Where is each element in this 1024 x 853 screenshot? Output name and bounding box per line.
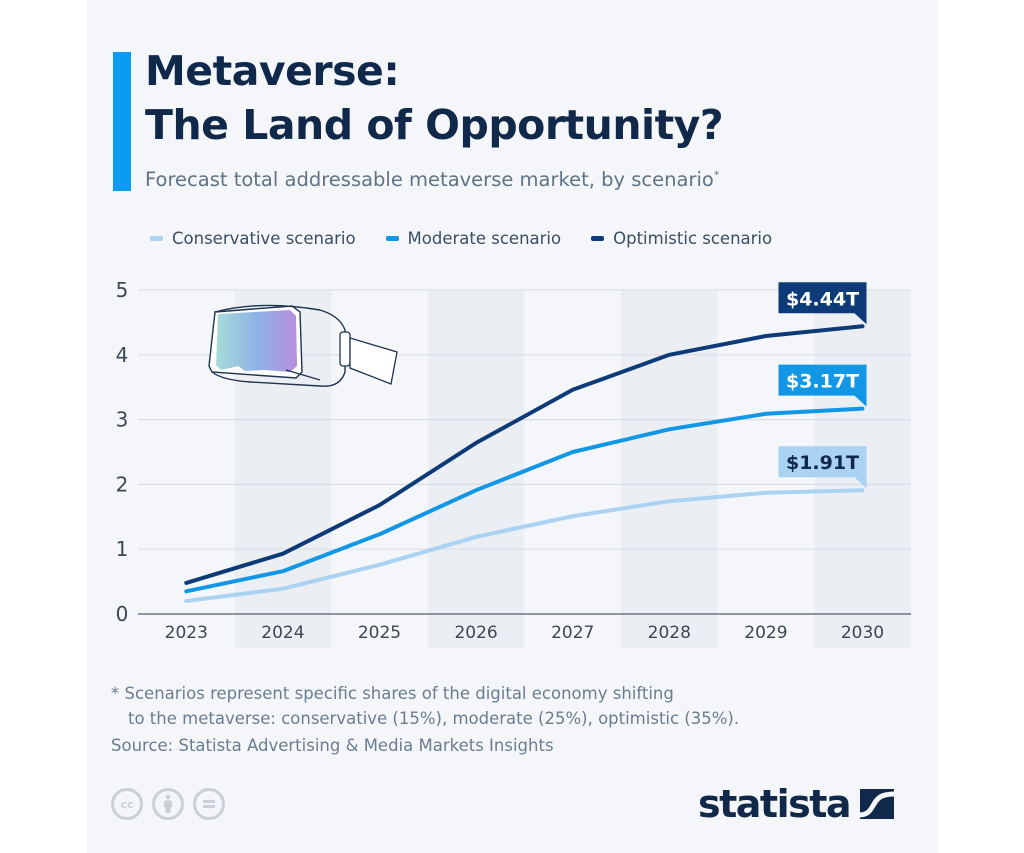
end-label-conservative: $1.91T <box>778 446 867 489</box>
x-tick-label: 2025 <box>358 623 401 643</box>
legend-label-conservative: Conservative scenario <box>172 229 356 248</box>
statista-mark-icon <box>860 789 895 819</box>
no-derivatives-icon[interactable] <box>193 788 225 820</box>
brand-name: statista <box>698 782 852 826</box>
x-tick-label: 2024 <box>261 623 304 643</box>
title-line-2: The Land of Opportunity? <box>145 101 724 149</box>
statista-logo[interactable]: statista <box>698 782 895 826</box>
end-label-box <box>778 446 867 489</box>
person-glyph <box>164 794 172 813</box>
title-accent-bar <box>113 52 131 191</box>
legend-swatch-moderate <box>385 236 399 241</box>
legend-item-conservative: Conservative scenario <box>150 229 356 248</box>
attribution-icon[interactable] <box>152 788 184 820</box>
end-label-box <box>778 282 867 325</box>
y-tick-label: 4 <box>116 343 129 367</box>
license-icons: cc <box>111 788 225 820</box>
series-lines <box>184 324 865 603</box>
y-tick-label: 2 <box>116 472 129 496</box>
y-tick-label: 0 <box>116 602 129 626</box>
y-tick-label: 5 <box>116 278 129 302</box>
footnote-line-1: * Scenarios represent specific shares of… <box>111 684 674 703</box>
column-bands <box>234 290 911 648</box>
legend-label-optimistic: Optimistic scenario <box>613 229 773 248</box>
series-line-optimistic <box>184 324 865 585</box>
page-title: Metaverse: The Land of Opportunity? <box>145 44 724 152</box>
end-value-labels: $1.91T $3.17T $4.44T <box>778 282 867 489</box>
legend-swatch-conservative <box>150 236 163 241</box>
equals-glyph <box>203 800 215 808</box>
legend-item-moderate: Moderate scenario <box>385 229 562 248</box>
x-tick-label: 2028 <box>648 623 691 643</box>
y-axis-ticks: 0 1 2 3 4 5 <box>116 278 129 626</box>
end-label-optimistic: $4.44T <box>778 282 867 325</box>
x-axis-ticks: 2023 2024 2025 2026 2027 2028 2029 2030 <box>165 623 884 643</box>
x-tick-label: 2029 <box>744 623 787 643</box>
subtitle-text: Forecast total addressable metaverse mar… <box>145 168 714 191</box>
column-band <box>621 290 718 648</box>
footnote: * Scenarios represent specific shares of… <box>111 681 739 731</box>
series-line-conservative <box>184 488 865 603</box>
chart-legend: Conservative scenario Moderate scenario … <box>150 229 772 248</box>
series-line-moderate <box>184 406 865 594</box>
end-label-moderate: $3.17T <box>778 364 867 407</box>
cc-icon-text: cc <box>120 797 134 811</box>
end-label-text: $4.44T <box>786 288 859 310</box>
y-tick-label: 3 <box>116 408 129 432</box>
y-tick-label: 1 <box>116 537 129 561</box>
subtitle-footnote-marker: * <box>713 168 720 182</box>
legend-item-optimistic: Optimistic scenario <box>591 229 772 248</box>
x-tick-label: 2027 <box>551 623 594 643</box>
x-tick-label: 2026 <box>454 623 497 643</box>
subtitle: Forecast total addressable metaverse mar… <box>145 168 719 191</box>
cc-icon[interactable]: cc <box>111 788 143 820</box>
footnote-line-2: to the metaverse: conservative (15%), mo… <box>128 709 740 728</box>
end-label-text: $3.17T <box>786 371 859 393</box>
end-label-box <box>778 364 867 407</box>
legend-label-moderate: Moderate scenario <box>407 229 562 248</box>
x-tick-label: 2030 <box>841 623 884 643</box>
x-tick-label: 2023 <box>165 623 208 643</box>
title-line-1: Metaverse: <box>145 47 400 95</box>
legend-swatch-optimistic <box>591 236 605 241</box>
column-band <box>427 290 525 648</box>
source-note: Source: Statista Advertising & Media Mar… <box>111 736 554 755</box>
vr-headset-icon <box>208 304 398 387</box>
end-label-text: $1.91T <box>786 452 859 474</box>
